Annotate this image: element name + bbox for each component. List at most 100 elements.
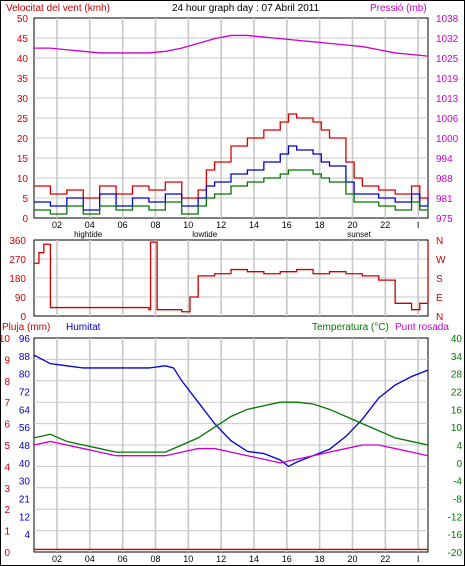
rain-tick: 3: [4, 484, 10, 495]
humidity-tick: 96: [19, 334, 31, 345]
temperature-tick: 40: [451, 334, 463, 345]
panel-2-grid: [34, 240, 428, 316]
wind-speed-tick: 5: [22, 194, 28, 205]
rain-tick: 2: [4, 505, 10, 516]
humidity-tick: 56: [19, 423, 31, 434]
pressure-title: Pressió (mb): [370, 3, 427, 14]
x-tick-label: 10: [183, 554, 193, 564]
direction-degree-axis: 0 90 180 270 360: [9, 236, 26, 323]
lowtide-label: lowtide: [192, 230, 217, 239]
rain-tick: 4: [4, 462, 10, 473]
compass-label: N: [436, 312, 443, 323]
graph-day-title: 24 hour graph day : 07 Abril 2011: [172, 3, 320, 14]
pressure-tick: 1025: [436, 54, 459, 65]
series-wind_avg: [34, 169, 429, 215]
series-gust: [34, 113, 429, 199]
series-wind_direction: [34, 241, 429, 313]
humidity-axis: 4 12 21 30 40 48 56 64 72 80 88 96: [19, 334, 31, 541]
panel-1-series: [34, 34, 429, 215]
x-tick-label: 16: [282, 220, 292, 230]
direction-tick: 0: [20, 312, 26, 323]
temperature-label: Temperatura (°C): [312, 322, 389, 333]
series-wind: [34, 145, 429, 211]
series-temperature: [33, 401, 429, 453]
hightide-label: hightide: [74, 564, 103, 566]
pressure-axis: 975 981 988 994 1000 1006 1013 1019 1025 1032 1038: [436, 14, 459, 225]
dewpoint-label: Punt rosada: [395, 322, 449, 333]
pressure-tick: 1032: [436, 34, 459, 45]
humidity-tick: 64: [19, 405, 31, 416]
temperature-tick: -8: [453, 495, 462, 506]
temperature-tick: -20: [448, 548, 463, 559]
temperature-tick: 16: [451, 405, 463, 416]
direction-tick: 270: [9, 255, 26, 266]
pressure-tick: 1038: [436, 14, 459, 25]
humidity-tick: 80: [19, 370, 31, 381]
wind-speed-axis: 0 5 10 15 20 25 30 35 40 45 50: [17, 14, 29, 225]
temperature-tick: 34: [451, 352, 463, 363]
wind-speed-tick: 15: [17, 154, 29, 165]
wind-speed-tick: 50: [17, 14, 29, 25]
x-tick-label: 14: [249, 554, 259, 564]
humidity-tick: 12: [19, 512, 31, 523]
humidity-tick: 21: [19, 495, 31, 506]
wind-speed-tick: 30: [17, 94, 29, 105]
x-tick-label: 12: [216, 554, 226, 564]
panel-3-series: [33, 354, 429, 551]
x-tick-label: 08: [150, 554, 160, 564]
direction-tick: 180: [9, 274, 26, 285]
compass-label: S: [436, 274, 443, 285]
pressure-tick: 975: [436, 214, 453, 225]
wind-speed-tick: 40: [17, 54, 29, 65]
sunset-label: sunset: [347, 564, 371, 566]
temperature-tick: 4: [456, 441, 462, 452]
rain-tick: 5: [4, 441, 10, 452]
rain-label: Pluja (mm): [2, 322, 50, 333]
rain-tick: 8: [4, 377, 10, 388]
temperature-tick: 28: [451, 370, 463, 381]
x-tick-label: 12: [216, 220, 226, 230]
x-tick-label: 06: [118, 554, 128, 564]
humidity-tick: 88: [19, 352, 31, 363]
wind-speed-tick: 10: [17, 174, 29, 185]
x-tick-label: 16: [282, 554, 292, 564]
panel-2-series: [34, 241, 429, 313]
wind-speed-tick: 35: [17, 74, 29, 85]
humidity-tick: 30: [19, 477, 31, 488]
series-pressure: [34, 34, 429, 57]
x-tick-label: 02: [52, 554, 62, 564]
pressure-tick: 1013: [436, 94, 459, 105]
x-tick-label: 20: [347, 220, 357, 230]
pressure-tick: 994: [436, 154, 453, 165]
lowtide-label: lowtide: [192, 564, 217, 566]
series-humidity: [33, 354, 429, 468]
pressure-tick: 1019: [436, 74, 459, 85]
x-tick-label: 22: [380, 554, 390, 564]
panel-3-grid: [34, 338, 428, 552]
sunset-label: sunset: [347, 230, 371, 239]
series-dewpoint: [33, 440, 429, 464]
rain-tick: 9: [4, 355, 10, 366]
temperature-tick: -4: [453, 477, 462, 488]
pressure-tick: 1000: [436, 134, 459, 145]
x-tick-label: 18: [315, 220, 325, 230]
temperature-tick: -16: [448, 530, 463, 541]
x-tick-label: 14: [249, 220, 259, 230]
x-tick-label: 04: [85, 220, 95, 230]
x-tick-label: 08: [150, 220, 160, 230]
rain-tick: 10: [0, 334, 10, 345]
wind-speed-tick: 45: [17, 34, 29, 45]
x-tick-label: 20: [347, 554, 357, 564]
humidity-label: Humitat: [66, 322, 101, 333]
pressure-tick: 988: [436, 174, 453, 185]
direction-tick: 360: [9, 236, 26, 247]
x-tick-label: 18: [315, 554, 325, 564]
rain-tick: 1: [4, 527, 10, 538]
pressure-tick: 981: [436, 194, 453, 205]
compass-label: E: [436, 293, 443, 304]
temperature-tick: 0: [456, 459, 462, 470]
temperature-axis: -20 -16 -12 -8 -4 0 4 10 16 22 28 34 40: [448, 334, 463, 559]
rain-tick: 7: [4, 398, 10, 409]
